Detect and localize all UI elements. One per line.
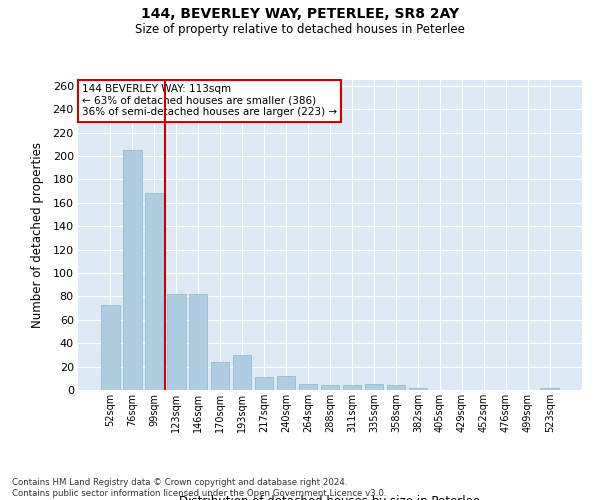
Bar — [299, 384, 317, 390]
Bar — [320, 386, 340, 390]
Bar — [277, 376, 295, 390]
Text: Size of property relative to detached houses in Peterlee: Size of property relative to detached ho… — [135, 22, 465, 36]
Bar — [145, 194, 164, 390]
Bar — [386, 386, 405, 390]
Text: Contains HM Land Registry data © Crown copyright and database right 2024.
Contai: Contains HM Land Registry data © Crown c… — [12, 478, 386, 498]
Bar — [343, 386, 361, 390]
Text: 144, BEVERLEY WAY, PETERLEE, SR8 2AY: 144, BEVERLEY WAY, PETERLEE, SR8 2AY — [141, 8, 459, 22]
Bar — [101, 304, 119, 390]
Bar — [409, 388, 427, 390]
Bar — [211, 362, 229, 390]
Bar — [541, 388, 559, 390]
Bar — [233, 355, 251, 390]
Bar — [123, 150, 142, 390]
Bar — [189, 294, 208, 390]
X-axis label: Distribution of detached houses by size in Peterlee: Distribution of detached houses by size … — [179, 494, 481, 500]
Text: 144 BEVERLEY WAY: 113sqm
← 63% of detached houses are smaller (386)
36% of semi-: 144 BEVERLEY WAY: 113sqm ← 63% of detach… — [82, 84, 337, 117]
Bar — [365, 384, 383, 390]
Bar — [167, 294, 185, 390]
Y-axis label: Number of detached properties: Number of detached properties — [31, 142, 44, 328]
Bar — [255, 377, 274, 390]
